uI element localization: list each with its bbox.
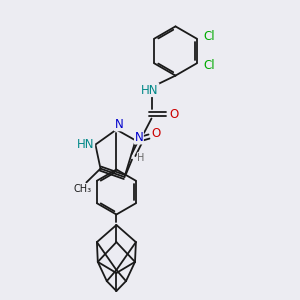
Text: HN: HN bbox=[77, 138, 94, 151]
Text: CH₃: CH₃ bbox=[74, 184, 92, 194]
Text: Cl: Cl bbox=[204, 59, 215, 72]
Text: Cl: Cl bbox=[204, 30, 215, 43]
Text: H: H bbox=[137, 153, 145, 163]
Text: N: N bbox=[114, 118, 123, 131]
Text: HN: HN bbox=[141, 83, 159, 97]
Text: O: O bbox=[151, 127, 160, 140]
Text: O: O bbox=[169, 107, 178, 121]
Text: N: N bbox=[134, 131, 143, 144]
